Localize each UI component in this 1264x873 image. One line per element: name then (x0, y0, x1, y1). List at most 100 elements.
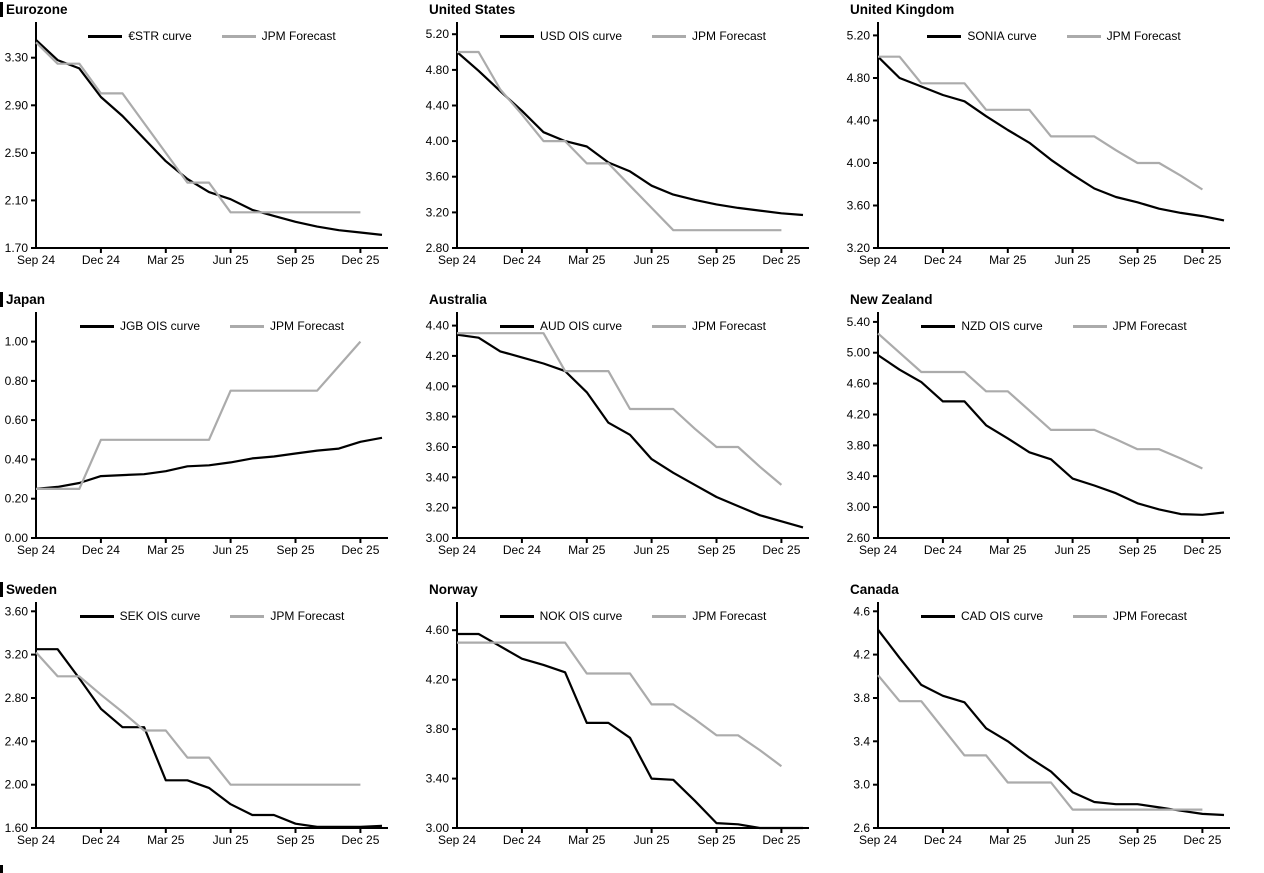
x-tick-label: Sep 24 (438, 543, 476, 557)
x-tick-label: Jun 25 (634, 253, 670, 267)
y-tick-label: 4.40 (426, 319, 450, 333)
legend-label: €STR curve (128, 29, 192, 43)
chart-panel-australia: 3.00 3.20 3.40 3.60 3.80 4.00 4.20 4.40 Sep 24 De… (421, 290, 842, 580)
legend-line-sample-icon (1073, 614, 1107, 618)
legend-item-gray: JPM Forecast (1072, 319, 1187, 333)
legend: CAD OIS curve JPM Forecast (878, 609, 1230, 623)
y-tick-label: 3.60 (426, 440, 450, 454)
legend-item-gray: JPM Forecast (230, 609, 344, 623)
y-tick-label: 2.10 (5, 193, 29, 207)
legend-line-sample-icon (230, 324, 264, 328)
y-tick-label: 3.20 (5, 648, 29, 662)
x-tick-label: Dec 24 (503, 543, 541, 557)
chart-panel-canada: 2.6 3.0 3.4 3.8 4.2 4.6 Sep 24 Dec 24 Mar 25 Jun … (842, 580, 1264, 873)
y-tick-label: 0.60 (5, 413, 29, 427)
x-tick-label: Jun 25 (213, 253, 249, 267)
legend-line-sample-icon (920, 614, 955, 618)
x-tick-label: Sep 25 (1118, 833, 1156, 847)
panel-title-row: Eurozone (0, 0, 421, 18)
x-tick-label: Dec 25 (341, 253, 379, 267)
legend-label: NZD OIS curve (961, 319, 1043, 333)
chart-panel-united-kingdom: 3.20 3.60 4.00 4.40 4.80 5.20 Sep 24 Dec 24 Mar … (842, 0, 1264, 290)
chart-australia: 3.00 3.20 3.40 3.60 3.80 4.00 4.20 4.40 Sep 24 De… (421, 290, 842, 580)
x-tick-label: Sep 25 (697, 253, 735, 267)
panel-title: Norway (429, 581, 478, 597)
legend-label: JPM Forecast (261, 29, 336, 43)
legend-label: JPM Forecast (1113, 609, 1188, 623)
chart-united-kingdom: 3.20 3.60 4.00 4.40 4.80 5.20 Sep 24 Dec 24 Mar … (842, 0, 1263, 290)
chart-panel-sweden: 1.60 2.00 2.40 2.80 3.20 3.60 Sep 24 Dec 24 Mar … (0, 580, 421, 873)
x-tick-label: Mar 25 (568, 253, 606, 267)
x-tick-label: Sep 25 (276, 253, 314, 267)
x-tick-label: Sep 25 (1118, 543, 1156, 557)
legend-line-sample-icon (499, 324, 534, 328)
y-tick-label: 4.00 (426, 379, 450, 393)
y-tick-label: 3.40 (426, 470, 450, 484)
x-tick-label: Dec 25 (1183, 543, 1221, 557)
legend-label: JPM Forecast (270, 319, 345, 333)
section-marker-icon (0, 291, 3, 307)
legend-label: CAD OIS curve (960, 609, 1043, 623)
series-line-gray (878, 55, 1203, 191)
series-line-black (877, 55, 1225, 222)
legend-item-gray: JPM Forecast (652, 319, 766, 333)
x-tick-label: Sep 24 (17, 543, 55, 557)
x-tick-label: Sep 25 (276, 833, 314, 847)
y-tick-label: 4.60 (426, 623, 450, 637)
legend-line-sample-icon (652, 324, 686, 328)
x-tick-label: Jun 25 (634, 833, 670, 847)
series-line-gray (457, 332, 783, 486)
x-tick-label: Dec 24 (924, 543, 962, 557)
panel-title-row: United Kingdom (842, 0, 1264, 18)
legend-line-sample-icon (230, 614, 265, 618)
x-tick-label: Mar 25 (568, 833, 606, 847)
legend-item-black: NZD OIS curve (921, 319, 1043, 333)
chart-svg: 1.70 2.10 2.50 2.90 3.30 Sep 24 Dec 24 Mar 25 Ju… (5, 22, 388, 267)
chart-panel-norway: 3.00 3.40 3.80 4.20 4.60 Sep 24 Dec 24 Mar 25 Ju… (421, 580, 842, 873)
x-tick-label: Mar 25 (147, 833, 185, 847)
x-tick-label: Jun 25 (634, 543, 670, 557)
legend-item-black: AUD OIS curve (499, 319, 622, 333)
y-tick-label: 3.0 (853, 778, 870, 792)
y-tick-label: 3.00 (426, 531, 450, 545)
y-tick-label: 3.40 (426, 772, 450, 786)
y-tick-label: 4.40 (426, 99, 450, 113)
legend-label: JPM Forecast (270, 609, 345, 623)
series-line-gray (877, 332, 1203, 470)
y-tick-label: 1.60 (5, 821, 29, 835)
x-tick-label: Sep 24 (438, 253, 476, 267)
panel-title-row: Sweden (0, 580, 421, 598)
panel-title: United Kingdom (850, 1, 955, 17)
y-tick-label: 4.80 (426, 63, 450, 77)
series-line-black (877, 354, 1225, 516)
x-tick-label: Sep 24 (438, 833, 476, 847)
axes (31, 312, 388, 543)
legend: USD OIS curve JPM Forecast (457, 29, 809, 43)
legend-item-black: SEK OIS curve (79, 609, 200, 623)
y-tick-label: 4.6 (853, 604, 870, 618)
chart-svg: 2.6 3.0 3.4 3.8 4.2 4.6 Sep 24 Dec 24 Mar 25 Jun … (853, 602, 1230, 847)
chart-panel-eurozone: 1.70 2.10 2.50 2.90 3.30 Sep 24 Dec 24 Mar 25 Ju… (0, 0, 421, 290)
x-tick-label: Mar 25 (989, 543, 1027, 557)
y-tick-label: 3.80 (847, 438, 871, 452)
y-tick-label: 1.70 (5, 241, 29, 255)
legend-item-gray: JPM Forecast (1066, 29, 1181, 43)
x-tick-label: Dec 24 (924, 253, 962, 267)
legend-line-sample-icon (1072, 324, 1107, 328)
axes (873, 312, 1230, 543)
panel-title-row: Canada (842, 580, 1264, 598)
x-tick-label: Dec 25 (762, 543, 800, 557)
axes (873, 22, 1230, 253)
y-tick-label: 0.00 (5, 531, 29, 545)
legend-item-gray: JPM Forecast (1073, 609, 1187, 623)
legend-item-black: SONIA curve (927, 29, 1037, 43)
x-tick-label: Dec 25 (1183, 253, 1221, 267)
y-tick-label: 3.60 (426, 170, 450, 184)
x-tick-label: Dec 25 (1183, 833, 1221, 847)
panel-title-row: Norway (421, 580, 842, 598)
x-tick-label: Sep 24 (17, 253, 55, 267)
y-tick-label: 2.40 (5, 734, 29, 748)
chart-svg: 0.00 0.20 0.40 0.60 0.80 1.00 Sep 24 Dec 24 Mar … (5, 312, 388, 557)
x-tick-label: Dec 24 (82, 253, 120, 267)
